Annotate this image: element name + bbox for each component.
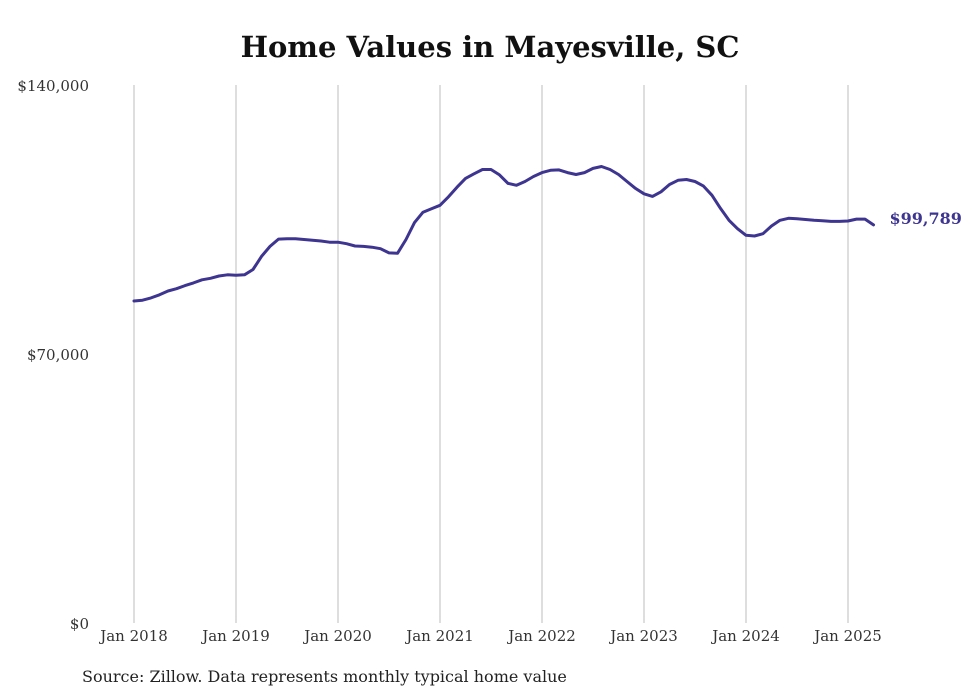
x-tick-label: Jan 2025 bbox=[812, 627, 882, 645]
grid-lines bbox=[133, 85, 849, 623]
x-tick-label: Jan 2021 bbox=[404, 627, 474, 645]
y-tick-label: $140,000 bbox=[17, 77, 89, 95]
x-tick-label: Jan 2023 bbox=[608, 627, 678, 645]
x-tick-label: Jan 2022 bbox=[506, 627, 576, 645]
source-note: Source: Zillow. Data represents monthly … bbox=[82, 667, 567, 686]
x-tick-label: Jan 2024 bbox=[710, 627, 780, 645]
chart-title: Home Values in Mayesville, SC bbox=[240, 30, 740, 64]
y-axis: $0 $70,000 $140,000 bbox=[17, 77, 89, 633]
series-layer: $99,789 bbox=[132, 165, 962, 303]
x-tick-label: Jan 2019 bbox=[200, 627, 270, 645]
y-tick-label: $70,000 bbox=[27, 346, 89, 364]
x-tick-label: Jan 2020 bbox=[302, 627, 372, 645]
y-tick-label: $0 bbox=[70, 615, 89, 633]
x-tick-label: Jan 2018 bbox=[98, 627, 168, 645]
series-line bbox=[132, 165, 875, 303]
last-value-label: $99,789 bbox=[890, 209, 962, 228]
x-axis: Jan 2018 Jan 2019 Jan 2020 Jan 2021 Jan 2022… bbox=[98, 627, 882, 645]
